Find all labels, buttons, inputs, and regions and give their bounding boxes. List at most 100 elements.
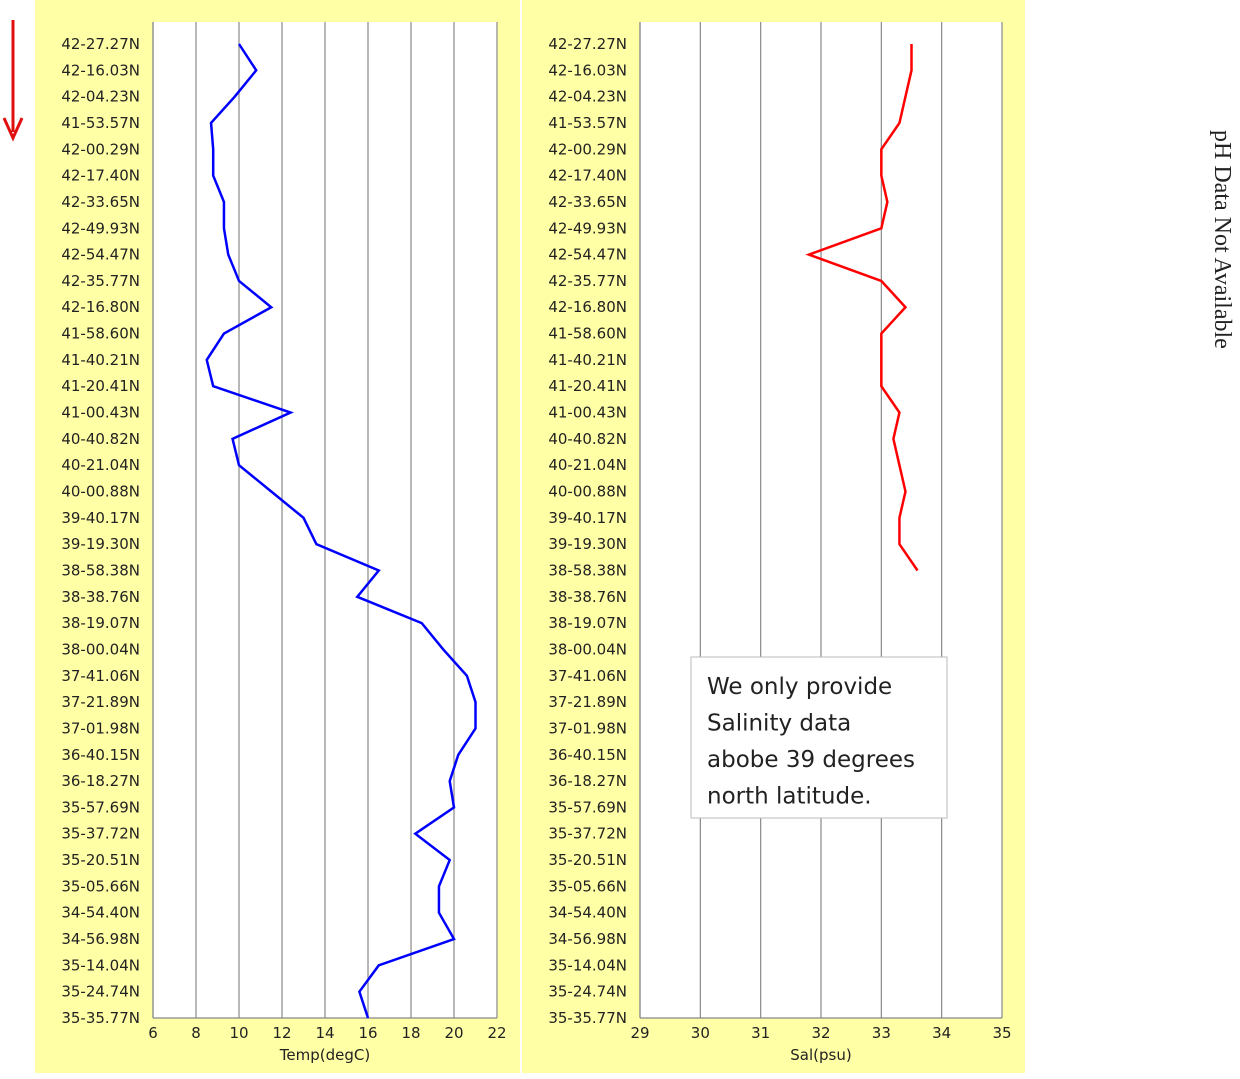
y-tick-label: 41-00.43N <box>61 404 140 422</box>
y-tick-label: 35-35.77N <box>61 1009 140 1027</box>
y-tick-label: 40-21.04N <box>548 456 627 474</box>
x-tick-label: 12 <box>272 1024 291 1042</box>
y-tick-label: 35-57.69N <box>548 798 627 816</box>
y-tick-label: 37-01.98N <box>61 719 140 737</box>
y-tick-label: 40-40.82N <box>548 430 627 448</box>
y-tick-label: 42-04.23N <box>548 88 627 106</box>
y-tick-label: 40-00.88N <box>548 483 627 501</box>
arrow-head <box>2 117 24 142</box>
y-tick-label: 42-16.03N <box>548 61 627 79</box>
x-axis-label: Temp(degC) <box>279 1046 370 1064</box>
x-tick-label: 30 <box>691 1024 710 1042</box>
x-tick-label: 16 <box>358 1024 377 1042</box>
x-tick-label: 20 <box>444 1024 463 1042</box>
y-tick-label: 42-27.27N <box>548 35 627 53</box>
x-tick-label: 18 <box>401 1024 420 1042</box>
annotation: north latitude. <box>707 784 872 810</box>
y-tick-label: 42-49.93N <box>548 219 627 237</box>
y-tick-label: 38-19.07N <box>548 614 627 632</box>
annotation: We only provide <box>707 674 892 700</box>
y-tick-label: 42-54.47N <box>548 246 627 264</box>
y-tick-label: 40-21.04N <box>61 456 140 474</box>
line <box>805 44 919 572</box>
x-tick-label: 33 <box>872 1024 891 1042</box>
x-tick-label: 34 <box>932 1024 951 1042</box>
y-tick-label: 42-16.80N <box>61 298 140 316</box>
line <box>205 43 477 1019</box>
y-tick-label: 35-20.51N <box>548 851 627 869</box>
y-tick-label: 40-40.82N <box>61 430 140 448</box>
x-axis-label: Sal(psu) <box>790 1046 851 1064</box>
y-tick-label: 35-24.74N <box>548 983 627 1001</box>
y-tick-label: 38-38.76N <box>61 588 140 606</box>
y-tick-label: 35-57.69N <box>61 798 140 816</box>
x-tick-label: 14 <box>315 1024 334 1042</box>
y-tick-label: 35-35.77N <box>548 1009 627 1027</box>
annotation-box <box>690 656 948 819</box>
y-tick-label: 41-40.21N <box>61 351 140 369</box>
y-tick-label: 37-41.06N <box>61 667 140 685</box>
y-tick-label: 37-21.89N <box>61 693 140 711</box>
y-tick-label: 42-00.29N <box>61 140 140 158</box>
y-tick-label: 35-24.74N <box>61 983 140 1001</box>
y-tick-label: 34-56.98N <box>61 930 140 948</box>
y-tick-label: 37-01.98N <box>548 719 627 737</box>
y-tick-label: 34-56.98N <box>548 930 627 948</box>
x-tick-label: 31 <box>751 1024 770 1042</box>
annotation: Salinity data <box>707 711 851 737</box>
y-tick-label: 41-53.57N <box>61 114 140 132</box>
y-tick-label: 42-00.29N <box>548 140 627 158</box>
x-tick-label: 6 <box>148 1024 158 1042</box>
annotation: abobe 39 degrees <box>707 747 915 773</box>
y-tick-label: 38-00.04N <box>548 640 627 658</box>
y-tick-label: 38-19.07N <box>61 614 140 632</box>
y-tick-label: 42-17.40N <box>61 167 140 185</box>
y-tick-label: 42-35.77N <box>548 272 627 290</box>
y-tick-label: 35-37.72N <box>61 825 140 843</box>
x-tick-label: 35 <box>992 1024 1011 1042</box>
x-tick-label: 8 <box>191 1024 201 1042</box>
y-tick-label: 38-58.38N <box>548 561 627 579</box>
y-tick-label: 42-27.27N <box>61 35 140 53</box>
y-tick-label: 34-54.40N <box>61 904 140 922</box>
y-tick-label: 42-49.93N <box>61 219 140 237</box>
x-tick-label: 10 <box>229 1024 248 1042</box>
y-tick-label: 42-33.65N <box>548 193 627 211</box>
y-tick-label: 37-41.06N <box>548 667 627 685</box>
y-tick-label: 41-53.57N <box>548 114 627 132</box>
y-tick-label: 36-18.27N <box>61 772 140 790</box>
x-tick-label: 29 <box>630 1024 649 1042</box>
y-tick-label: 38-00.04N <box>61 640 140 658</box>
y-tick-label: 41-20.41N <box>548 377 627 395</box>
y-tick-label: 35-14.04N <box>548 956 627 974</box>
y-tick-label: 42-04.23N <box>61 88 140 106</box>
y-tick-label: 38-58.38N <box>61 561 140 579</box>
y-tick-label: 41-40.21N <box>548 351 627 369</box>
y-tick-label: 41-58.60N <box>548 325 627 343</box>
y-tick-label: 39-19.30N <box>548 535 627 553</box>
y-tick-label: 36-40.15N <box>61 746 140 764</box>
y-tick-label: 41-00.43N <box>548 404 627 422</box>
y-tick-label: 36-40.15N <box>548 746 627 764</box>
y-tick-label: 35-20.51N <box>61 851 140 869</box>
y-tick-label: 42-17.40N <box>548 167 627 185</box>
y-tick-label: 34-54.40N <box>548 904 627 922</box>
y-tick-label: 42-54.47N <box>61 246 140 264</box>
y-tick-label: 42-33.65N <box>61 193 140 211</box>
y-tick-label: 39-40.17N <box>548 509 627 527</box>
x-tick-label: 22 <box>487 1024 506 1042</box>
y-tick-label: 35-05.66N <box>61 877 140 895</box>
y-tick-label: 35-05.66N <box>548 877 627 895</box>
y-tick-label: 42-35.77N <box>61 272 140 290</box>
y-tick-label: 40-00.88N <box>61 483 140 501</box>
y-tick-label: 42-16.03N <box>61 61 140 79</box>
y-tick-label: 41-58.60N <box>61 325 140 343</box>
y-tick-label: 39-19.30N <box>61 535 140 553</box>
x-tick-label: 32 <box>811 1024 830 1042</box>
y-tick-label: 42-16.80N <box>548 298 627 316</box>
y-tick-label: 35-37.72N <box>548 825 627 843</box>
note: pH Data Not Available <box>1209 130 1235 349</box>
y-tick-label: 38-38.76N <box>548 588 627 606</box>
